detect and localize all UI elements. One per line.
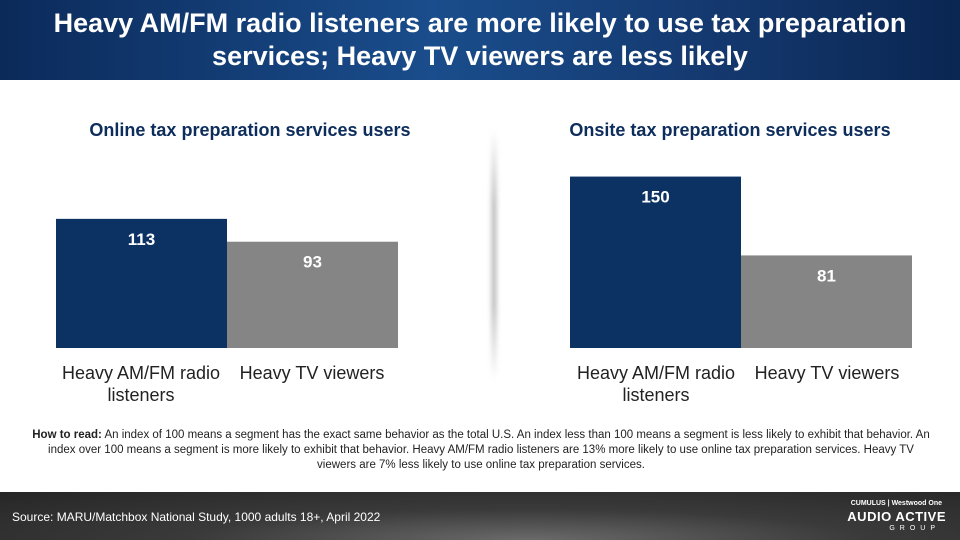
category-label-online-tv: Heavy TV viewers (239, 363, 385, 383)
bar-online-tv (227, 241, 398, 348)
header-banner: Heavy AM/FM radio listeners are more lik… (0, 0, 960, 80)
category-label-onsite-radio: Heavy AM/FM radio listeners (576, 363, 736, 405)
how-to-read-lead: How to read: (32, 429, 102, 441)
footer-bar: Source: MARU/Matchbox National Study, 10… (0, 492, 960, 540)
brand-logo-text: AUDIO ACTIVE (847, 509, 946, 524)
bar-value-onsite-radio: 150 (641, 188, 669, 207)
category-label-onsite-tv: Heavy TV viewers (754, 363, 900, 383)
brand-top-line: CUMULUS | Westwood One (850, 500, 942, 507)
bar-value-online-tv: 93 (303, 253, 322, 272)
chart-title-onsite: Onsite tax preparation services users (569, 120, 891, 140)
bar-value-online-radio: 113 (128, 230, 155, 249)
bar-onsite-tv (741, 255, 912, 348)
bar-onsite-radio (570, 176, 741, 348)
chart-title-online: Online tax preparation services users (89, 120, 411, 140)
bar-value-onsite-tv: 81 (817, 266, 836, 285)
category-label-online-radio: Heavy AM/FM radio listeners (61, 363, 221, 405)
chart-divider (491, 130, 497, 380)
page-title: Heavy AM/FM radio listeners are more lik… (53, 8, 907, 71)
source-note: Source: MARU/Matchbox National Study, 10… (12, 510, 381, 524)
how-to-read-text: An index of 100 means a segment has the … (48, 429, 930, 471)
how-to-read-note: How to read: An index of 100 means a seg… (28, 428, 934, 473)
brand-sub-text: GROUP (889, 525, 940, 532)
bar-online-radio (56, 218, 227, 348)
